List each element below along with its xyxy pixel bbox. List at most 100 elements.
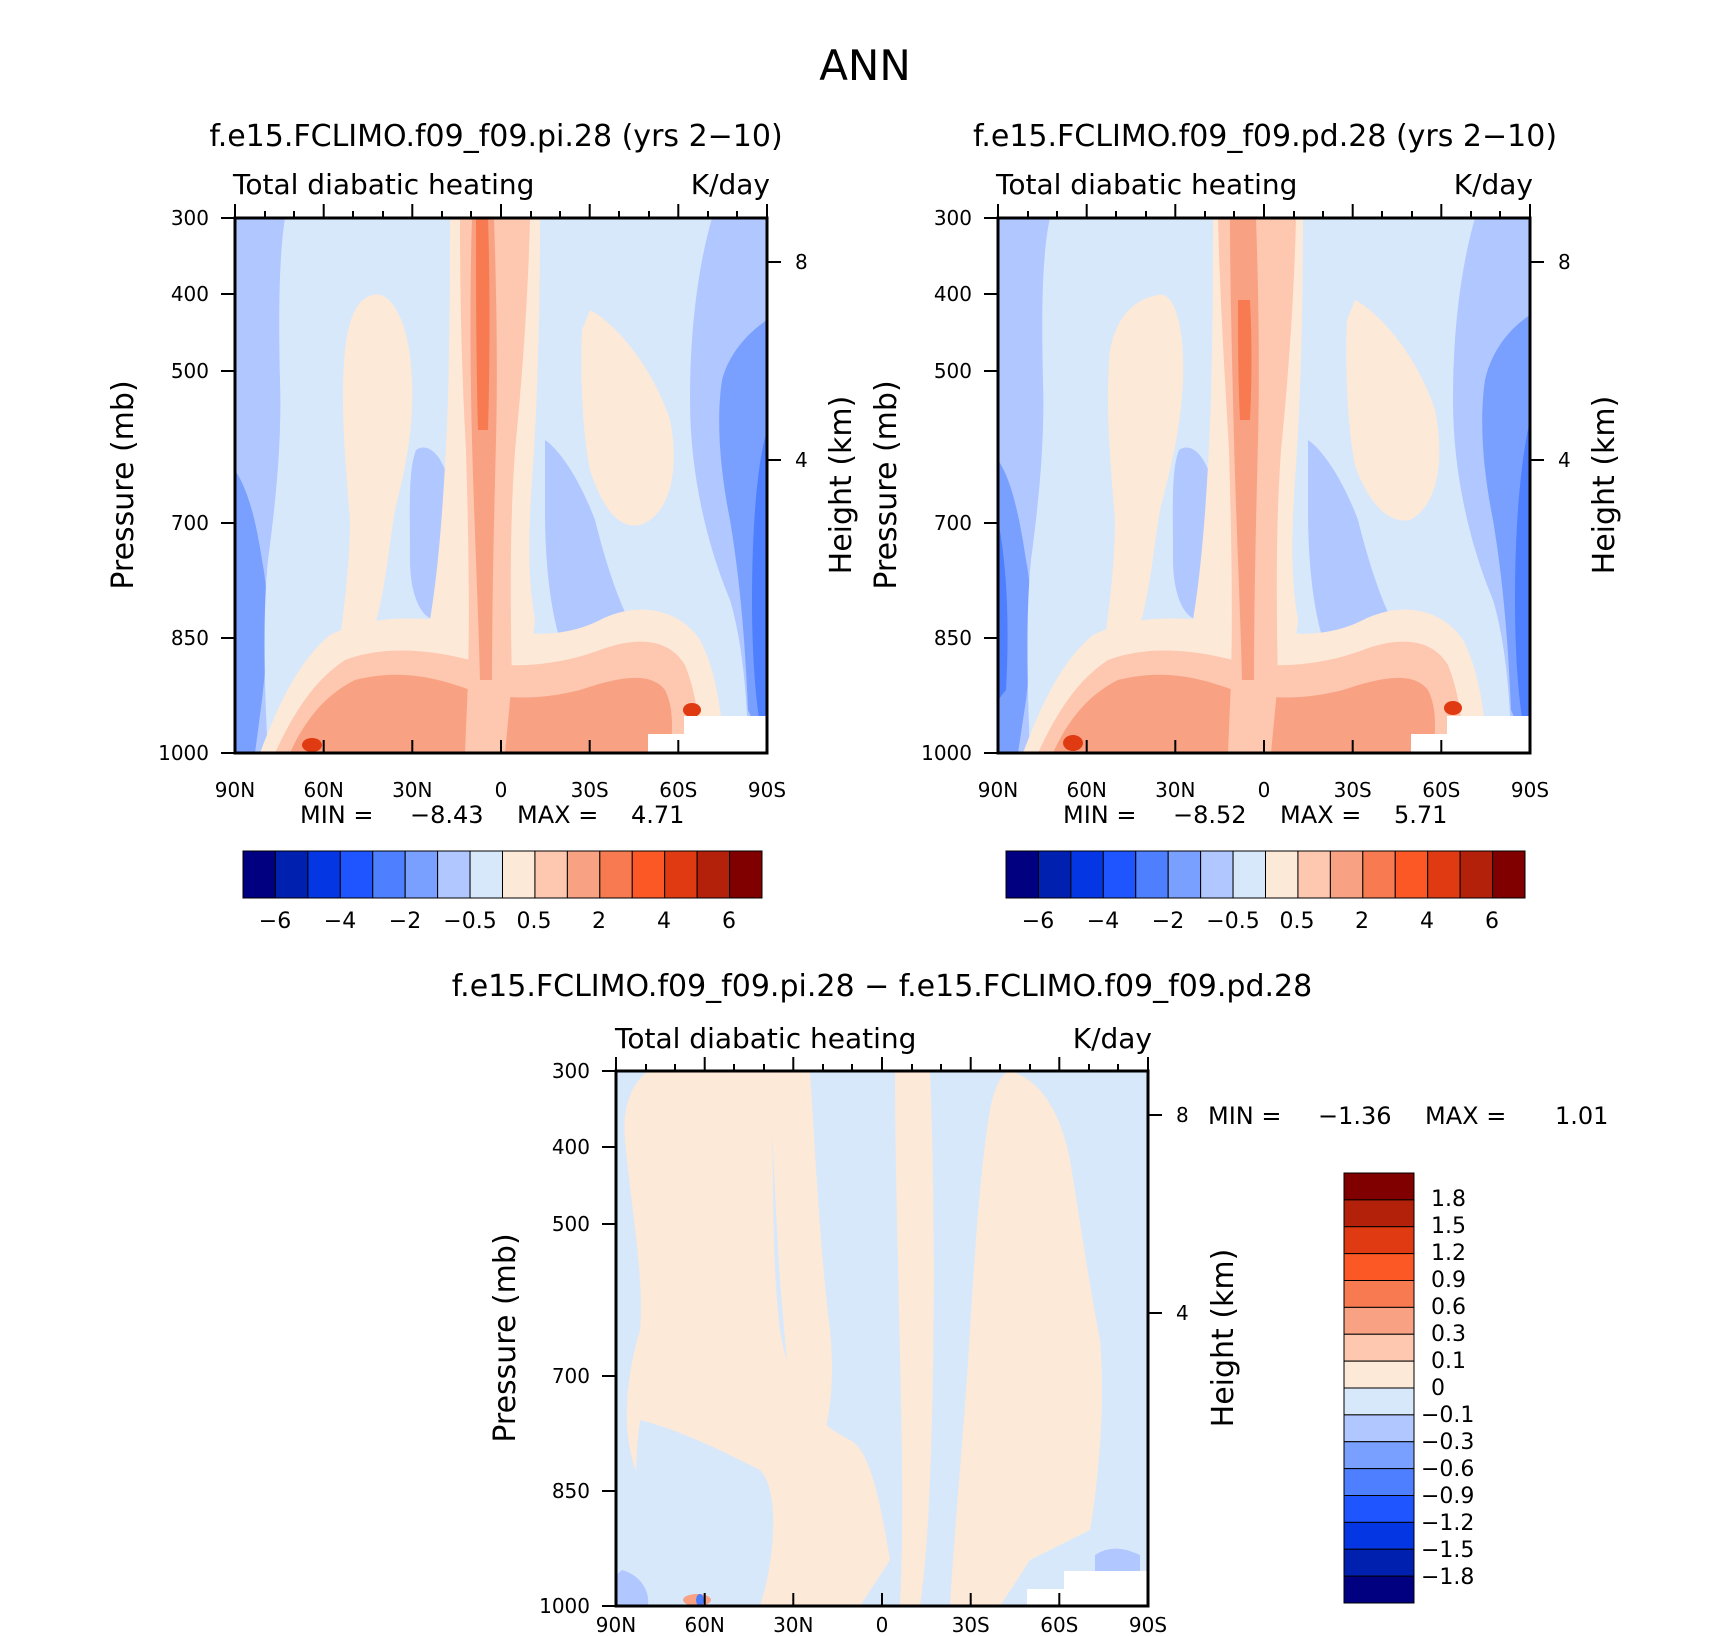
colorbar-label: 6 xyxy=(722,909,736,934)
colorbar-swatch xyxy=(534,850,568,899)
max-label: MAX = xyxy=(517,801,598,829)
colorbar-swatch xyxy=(1329,850,1364,899)
min-label: MIN = xyxy=(300,801,373,829)
colorbar-swatch xyxy=(1343,1360,1415,1389)
missing-data-mask xyxy=(684,716,767,753)
colorbar-label: 0.3 xyxy=(1431,1322,1466,1347)
colorbar-swatch xyxy=(404,850,439,899)
x-tick-label: 0 xyxy=(495,778,508,802)
y-tick-label: 400 xyxy=(552,1135,590,1159)
colorbar-label: 6 xyxy=(1485,909,1499,934)
y2-tick-labels: 8 4 xyxy=(1558,250,1571,472)
colorbar-swatch xyxy=(1265,850,1299,899)
y-tick-label: 700 xyxy=(552,1364,590,1388)
colorbar-labels: 1.8 1.5 1.2 0.9 0.6 0.3 0.1 0 −0.1 −0.3 … xyxy=(1421,1187,1474,1590)
colorbar-label: −4 xyxy=(324,909,356,934)
contour-band-surface-max xyxy=(302,738,322,752)
y-tick-label: 700 xyxy=(171,511,209,535)
colorbar-label: 0 xyxy=(1431,1376,1445,1401)
colorbar-labels: −6 −4 −2 −0.5 0.5 2 4 6 xyxy=(259,909,736,934)
contour-band-negative-deep xyxy=(616,1570,649,1606)
colorbar-label: −6 xyxy=(259,909,291,934)
colorbar-swatch xyxy=(1343,1575,1415,1604)
colorbar-swatch xyxy=(1343,1387,1415,1416)
colorbar xyxy=(242,850,763,899)
colorbar-swatch xyxy=(339,850,374,899)
x-tick-label: 30S xyxy=(1334,778,1372,802)
colorbar-swatch xyxy=(1343,1495,1415,1523)
colorbar-swatch xyxy=(1459,850,1494,899)
colorbar-label: −0.9 xyxy=(1421,1484,1474,1509)
variable-label: Total diabatic heating xyxy=(995,168,1297,201)
colorbar-swatch xyxy=(1343,1441,1415,1470)
colorbar-swatch xyxy=(437,850,471,899)
contour-band-positive xyxy=(770,1071,832,1450)
y2-tick-label: 8 xyxy=(795,250,808,274)
colorbar-label: −0.5 xyxy=(1206,909,1259,934)
min-label: MIN = xyxy=(1208,1102,1281,1130)
contour-band-surface-max-south xyxy=(683,703,701,717)
colorbar-swatch xyxy=(1037,850,1072,899)
panel-title: f.e15.FCLIMO.f09_f09.pi.28 (yrs 2−10) xyxy=(209,119,782,154)
colorbar-swatch xyxy=(729,850,763,899)
colorbar-swatch xyxy=(1102,850,1137,899)
y2-tick-label: 8 xyxy=(1558,250,1571,274)
contour-band-warm-south xyxy=(581,310,674,526)
y-tick-label: 500 xyxy=(552,1212,590,1236)
colorbar-label: 2 xyxy=(1355,909,1369,934)
colorbar-swatch xyxy=(1343,1253,1415,1281)
x-tick-labels: 90N 60N 30N 0 30S 60S 90S xyxy=(596,1613,1167,1636)
x-tick-label: 30N xyxy=(773,1613,813,1636)
units-label: K/day xyxy=(691,168,770,201)
y-tick-label: 300 xyxy=(934,206,972,230)
tick-marks xyxy=(602,1057,1162,1607)
contour-band-itcz-peak xyxy=(1238,300,1252,420)
x-tick-label: 30S xyxy=(952,1613,990,1636)
missing-data-mask xyxy=(1447,716,1530,753)
y2-tick-label: 4 xyxy=(795,448,808,472)
contour-band-warm-north xyxy=(340,294,413,640)
colorbar-swatch xyxy=(1200,850,1234,899)
x-tick-label: 90N xyxy=(978,778,1018,802)
contour-band-warm-north xyxy=(1105,294,1184,640)
colorbar-label: −4 xyxy=(1087,909,1119,934)
contour-band-negative-deep xyxy=(1095,1548,1140,1575)
x-tick-label: 90S xyxy=(1511,778,1549,802)
y-tick-labels: 300 400 500 700 850 1000 xyxy=(539,1059,590,1618)
colorbar-swatch xyxy=(1343,1306,1415,1335)
missing-data-mask xyxy=(1411,734,1447,753)
contour-band-polar-north-deep xyxy=(998,520,1008,700)
y2-tick-labels: 8 4 xyxy=(795,250,808,472)
panel-title: f.e15.FCLIMO.f09_f09.pi.28 − f.e15.FCLIM… xyxy=(452,969,1312,1004)
min-value: −8.43 xyxy=(410,801,484,829)
x-tick-label: 90S xyxy=(748,778,786,802)
colorbar-label: 4 xyxy=(657,909,671,934)
contour-band-polar-north xyxy=(235,470,268,753)
colorbar-label: 1.5 xyxy=(1431,1214,1466,1239)
colorbar-label: −1.8 xyxy=(1421,1565,1474,1590)
colorbar-swatch xyxy=(1343,1280,1415,1308)
colorbar-swatch xyxy=(469,850,503,899)
contour-band-positive xyxy=(895,1071,934,1606)
y-tick-label: 400 xyxy=(934,282,972,306)
y-tick-label: 1000 xyxy=(539,1594,590,1618)
colorbar-swatch xyxy=(1343,1414,1415,1443)
contour-band-positive xyxy=(950,1071,1102,1606)
colorbar-swatch xyxy=(696,850,731,899)
contour-field xyxy=(616,1071,1148,1606)
x-tick-label: 0 xyxy=(876,1613,889,1636)
x-tick-label: 90N xyxy=(596,1613,636,1636)
min-value: −1.36 xyxy=(1318,1102,1392,1130)
max-label: MAX = xyxy=(1425,1102,1506,1130)
colorbar-label: 0.1 xyxy=(1431,1349,1466,1374)
y-tick-label: 300 xyxy=(171,206,209,230)
colorbar-swatch xyxy=(1167,850,1202,899)
figure-title: ANN xyxy=(819,41,911,90)
min-max-stats: MIN = −1.36 MAX = 1.01 xyxy=(1208,1102,1608,1130)
y-tick-label: 1000 xyxy=(921,741,972,765)
contour-band-itcz-peak xyxy=(476,218,490,430)
min-label: MIN = xyxy=(1063,801,1136,829)
colorbar-label: 0.9 xyxy=(1431,1268,1466,1293)
y-tick-labels: 300 400 500 700 850 1000 xyxy=(158,206,209,765)
